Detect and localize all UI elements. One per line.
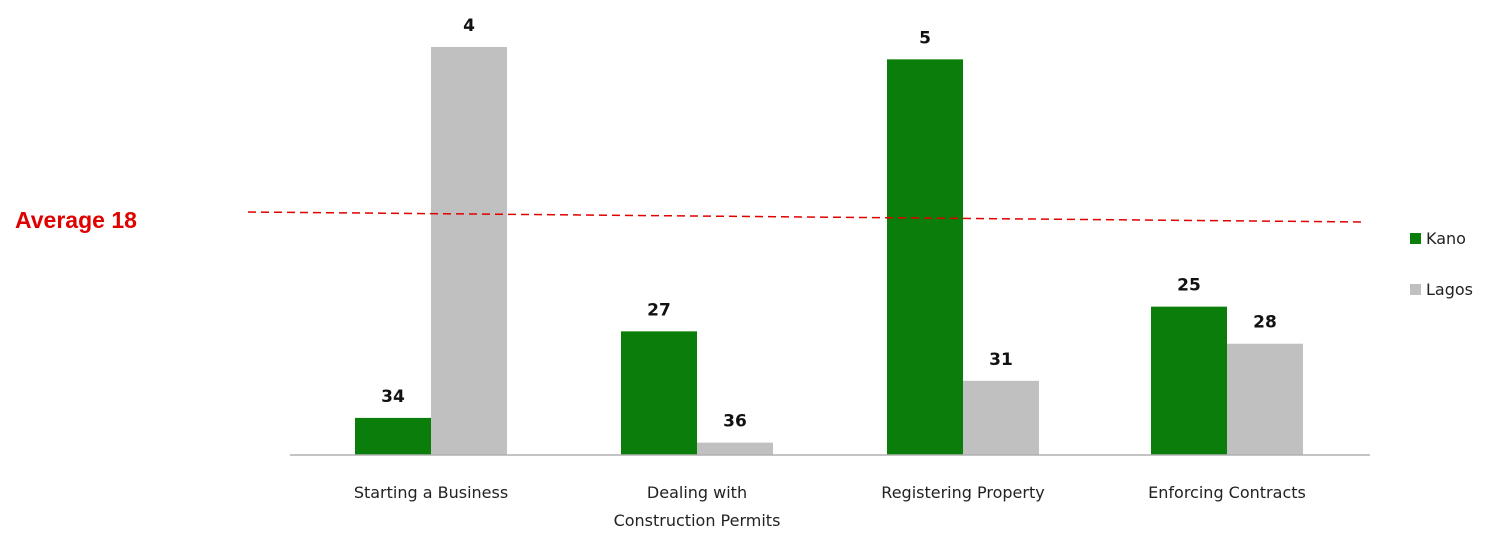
legend-label-lagos: Lagos: [1426, 280, 1473, 299]
category-label-3: Enforcing Contracts: [1148, 483, 1306, 502]
value-label-lagos-3: 28: [1253, 313, 1277, 333]
value-label-lagos-1: 36: [723, 412, 747, 432]
bar-lagos-1: [697, 442, 773, 455]
category-label-1: Dealing with Construction Permits: [614, 483, 781, 530]
category-label-0: Starting a Business: [354, 483, 508, 502]
value-label-kano-0: 34: [381, 387, 405, 407]
value-label-lagos-0: 4: [463, 16, 475, 36]
value-label-lagos-2: 31: [989, 350, 1013, 370]
average-label: Average 18: [15, 207, 137, 233]
value-label-kano-1: 27: [647, 300, 671, 320]
value-labels-group: 34 4 27 36 5 31 25 28: [381, 16, 1277, 432]
bar-kano-1: [621, 331, 697, 455]
bars-group: [355, 47, 1303, 455]
bar-kano-0: [355, 417, 431, 455]
bar-lagos-2: [963, 380, 1039, 455]
average-line: [247, 211, 1366, 223]
legend: Kano Lagos: [1410, 229, 1473, 299]
bar-lagos-3: [1227, 343, 1303, 455]
bar-kano-2: [887, 59, 963, 455]
legend-swatch-lagos: [1410, 284, 1421, 295]
category-labels-group: Starting a Business Dealing with Construct…: [354, 483, 1306, 530]
category-label-2: Registering Property: [881, 483, 1044, 502]
value-label-kano-3: 25: [1177, 276, 1201, 296]
legend-swatch-kano: [1410, 233, 1421, 244]
bar-kano-3: [1151, 306, 1227, 455]
value-label-kano-2: 5: [919, 28, 931, 48]
legend-label-kano: Kano: [1426, 229, 1466, 248]
bar-lagos-0: [431, 47, 507, 455]
